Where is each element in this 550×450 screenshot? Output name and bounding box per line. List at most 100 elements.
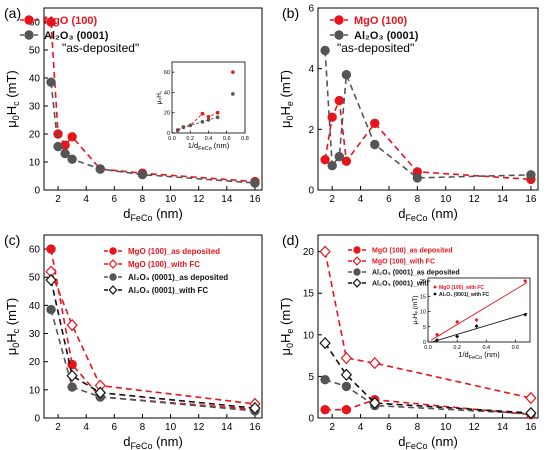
plot-frame	[43, 234, 263, 419]
legend: MgO (100) Al₂O₃ (0001)	[330, 15, 419, 42]
x-axis-label-unit: (nm)	[427, 434, 457, 449]
inset-data-point	[231, 70, 235, 74]
inset-data-point	[175, 128, 180, 133]
x-tick-label: 14	[497, 194, 509, 205]
data-point	[67, 132, 77, 142]
y-tick-label: 50	[29, 46, 41, 57]
data-point	[67, 382, 77, 392]
inset-x-label-main: 1/d	[188, 141, 198, 150]
legend-label: MgO (100)	[354, 15, 408, 27]
y-axis-label-part: (mT)	[278, 70, 293, 101]
x-axis-label-sub: FeCo	[405, 213, 427, 223]
y-tick-label: 10	[29, 385, 41, 396]
x-tick-label: 4	[83, 422, 89, 433]
inset-x-tick-label: 0.2	[453, 345, 461, 351]
y-tick-label: 20	[303, 247, 315, 258]
data-point	[369, 356, 381, 370]
y-axis-label-part: e	[285, 101, 295, 106]
inset-data-point	[206, 114, 211, 119]
series-line	[324, 342, 531, 414]
inset-y-tick-label: 5	[423, 325, 426, 331]
legend: MgO (100)_as deposited MgO (100)_with FC A…	[348, 246, 460, 288]
inset-x-tick-label: 0.6	[223, 136, 231, 142]
y-tick-label: 2	[308, 125, 314, 136]
legend: MgO (100)_as deposited MgO (100)_with FC A…	[104, 247, 228, 295]
legend-marker	[108, 259, 118, 269]
x-axis-label: dFeCo (nm)	[123, 206, 183, 223]
inset-data-point	[523, 279, 528, 284]
legend-marker	[24, 30, 34, 40]
inset-data-point	[474, 318, 479, 323]
data-point	[53, 129, 63, 139]
legend-marker	[352, 278, 362, 288]
y-axis-label-part: 0	[11, 343, 21, 348]
x-axis-label-sub: FeCo	[405, 441, 427, 450]
data-point	[46, 244, 56, 254]
legend-label: Al₂O₃ (0001)	[354, 30, 419, 42]
data-point	[66, 318, 78, 332]
data-point	[370, 139, 380, 150]
inset-x-label-sub: FeCo	[198, 146, 211, 152]
data-point	[94, 386, 106, 399]
x-tick-label: 12	[193, 422, 205, 433]
data-point	[341, 156, 352, 166]
series-line	[324, 251, 532, 399]
series-line	[324, 378, 531, 415]
x-axis-label: dFeCo (nm)	[398, 206, 458, 223]
x-tick-label: 16	[525, 422, 537, 433]
inset-fit-line	[430, 312, 528, 343]
x-tick-label: 10	[165, 194, 177, 205]
data-point	[95, 164, 105, 174]
x-tick-label: 12	[469, 422, 481, 433]
inset-fit-line	[430, 282, 528, 341]
y-axis-label-part: 0	[11, 115, 21, 120]
inset-y-tick-label: 10	[420, 310, 426, 316]
data-point	[526, 170, 536, 180]
inset-x-axis-label: 1/dFeCo (nm)	[188, 141, 230, 152]
y-tick-label: 60	[29, 18, 41, 29]
y-axis-label-part: 0	[285, 343, 295, 348]
inset-data-point	[206, 118, 211, 122]
y-axis-label-part: c	[11, 328, 21, 333]
inset-data-point	[215, 110, 220, 115]
inset-data-point	[200, 120, 205, 124]
x-tick-label: 6	[386, 422, 392, 433]
y-tick-label: 0	[34, 414, 40, 425]
data-point	[412, 173, 423, 183]
plot-frame	[43, 7, 263, 191]
data-point	[137, 169, 148, 180]
y-axis-label-part: H	[278, 334, 293, 343]
x-tick-label: 2	[329, 194, 335, 205]
legend-label: MgO (100)_as deposited	[128, 247, 220, 256]
data-point	[250, 178, 260, 188]
x-tick-label: 16	[525, 194, 537, 205]
x-tick-label: 4	[83, 194, 89, 205]
data-point	[53, 141, 63, 152]
series-line	[324, 50, 531, 179]
x-tick-label: 2	[55, 422, 61, 433]
data-point	[67, 359, 77, 370]
y-axis-label-part: (mT)	[278, 298, 293, 329]
x-tick-label: 14	[221, 422, 233, 433]
inset-y-tick-label: 20	[420, 279, 426, 285]
inset-y-tick-label: 40	[164, 90, 170, 96]
x-tick-label: 2	[55, 194, 61, 205]
inset-data-point	[474, 324, 479, 329]
legend-label: Al₂O₃ (0001)_with FC	[128, 286, 208, 295]
inset-x-label-sub: FeCo	[469, 355, 482, 361]
inset-series-0	[430, 279, 528, 341]
inset-x-tick-label: 0.4	[482, 345, 490, 351]
inset-data-point	[181, 125, 186, 130]
inset-d: 0.0 0.2 0.4 0.6 0 5 10 15 20 1/dFeCo (nm) μ₀Hₑ (mT…	[412, 277, 531, 361]
x-tick-label: 14	[497, 422, 509, 433]
y-axis-label-part: μ	[278, 120, 293, 128]
y-tick-label: 30	[29, 102, 41, 113]
data-point	[327, 161, 337, 171]
legend-marker	[24, 15, 34, 25]
inset-x-tick-label: 0.0	[168, 136, 176, 142]
inset-y-axis-label: μ₀Hₑ (mT)	[412, 295, 419, 324]
y-axis-label: μ0Hc (mT)	[4, 298, 21, 355]
series-line	[50, 279, 256, 409]
